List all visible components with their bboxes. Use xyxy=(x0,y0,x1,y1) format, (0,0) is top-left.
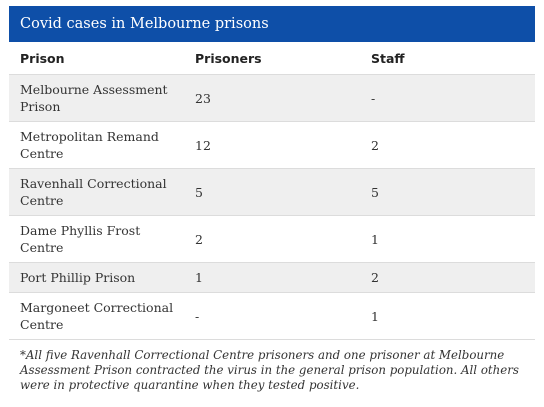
staff-count: 1 xyxy=(371,308,379,324)
table-footnote: *All five Ravenhall Correctional Centre … xyxy=(20,348,519,392)
prisoner-count: 23 xyxy=(195,90,211,106)
staff-count: 5 xyxy=(371,184,379,200)
prison-name: Melbourne Assessment Prison xyxy=(20,82,168,114)
prison-name: Metropolitan Remand Centre xyxy=(20,129,159,161)
table-row: Margoneet Correctional Centre - 1 xyxy=(9,292,535,340)
prisoner-count: 1 xyxy=(195,270,203,285)
staff-count: 2 xyxy=(371,137,379,153)
prison-name: Dame Phyllis Frost Centre xyxy=(20,223,141,255)
table-row: Port Phillip Prison 1 2 xyxy=(9,262,535,293)
prison-cases-table: Prison Prisoners Staff Melbourne Assessm… xyxy=(9,42,535,340)
prison-name: Port Phillip Prison xyxy=(20,270,136,285)
column-header-prison: Prison xyxy=(20,50,65,66)
table-row: Metropolitan Remand Centre 12 2 xyxy=(9,121,535,169)
staff-count: 1 xyxy=(371,231,379,247)
table-row: Ravenhall Correctional Centre 5 5 xyxy=(9,168,535,216)
covid-table-card: Covid cases in Melbourne prisons Prison … xyxy=(9,6,535,393)
column-header-staff: Staff xyxy=(371,50,405,66)
table-row: Melbourne Assessment Prison 23 - xyxy=(9,74,535,122)
column-header-prisoners: Prisoners xyxy=(195,50,262,66)
table-header-row: Prison Prisoners Staff xyxy=(9,42,535,75)
prisoner-count: 2 xyxy=(195,231,203,247)
staff-count: - xyxy=(371,90,376,106)
prisoner-count: - xyxy=(195,308,200,324)
staff-count: 2 xyxy=(371,270,379,285)
table-row: Dame Phyllis Frost Centre 2 1 xyxy=(9,215,535,263)
prisoner-count: 12 xyxy=(195,137,211,153)
prisoner-count: 5 xyxy=(195,184,203,200)
prison-name: Margoneet Correctional Centre xyxy=(20,300,174,332)
prison-name: Ravenhall Correctional Centre xyxy=(20,176,167,208)
table-title: Covid cases in Melbourne prisons xyxy=(9,6,535,42)
